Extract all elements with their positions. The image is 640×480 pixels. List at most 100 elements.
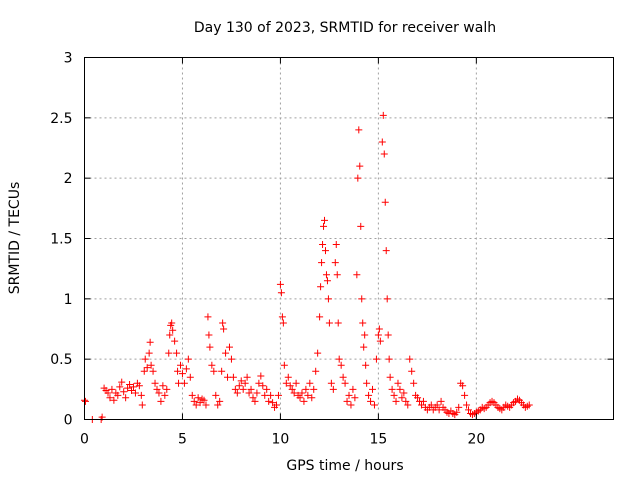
- data-point: [325, 319, 333, 327]
- data-point: [159, 382, 167, 390]
- data-point: [361, 331, 369, 339]
- x-tick-label: 20: [467, 432, 485, 448]
- data-point: [128, 387, 136, 395]
- data-point: [233, 389, 241, 397]
- data-point: [300, 397, 308, 405]
- data-point: [178, 370, 186, 378]
- data-point: [186, 373, 194, 381]
- data-point: [106, 394, 114, 402]
- data-point: [339, 373, 347, 381]
- data-point: [341, 379, 349, 387]
- data-point: [274, 391, 282, 399]
- data-point: [463, 401, 471, 409]
- data-point: [327, 379, 335, 387]
- x-tick-label: 15: [369, 432, 387, 448]
- data-point: [369, 385, 377, 393]
- data-point: [122, 394, 130, 402]
- data-point: [321, 216, 329, 224]
- data-point: [390, 391, 398, 399]
- data-point: [265, 397, 273, 405]
- data-point: [385, 355, 393, 363]
- data-point: [410, 379, 418, 387]
- data-point: [329, 385, 337, 393]
- data-point: [194, 394, 202, 402]
- data-point: [267, 391, 275, 399]
- data-point: [296, 394, 304, 402]
- data-point: [218, 367, 226, 375]
- x-tick-label: 0: [80, 432, 89, 448]
- data-point: [362, 361, 370, 369]
- data-point: [284, 373, 292, 381]
- data-point: [108, 385, 116, 393]
- data-point: [235, 382, 243, 390]
- grid-lines: [84, 57, 614, 420]
- data-point: [208, 361, 216, 369]
- data-point: [406, 355, 414, 363]
- data-point: [358, 295, 366, 303]
- data-point: [131, 389, 139, 397]
- data-point: [304, 391, 312, 399]
- data-point: [225, 343, 233, 351]
- data-point: [166, 331, 174, 339]
- plot-frame: [84, 57, 614, 420]
- data-point: [204, 313, 212, 321]
- data-point: [365, 391, 373, 399]
- data-point: [335, 355, 343, 363]
- data-point: [322, 271, 330, 279]
- data-point: [280, 361, 288, 369]
- data-point: [310, 385, 318, 393]
- data-point: [323, 277, 331, 285]
- data-point: [116, 383, 124, 391]
- data-point: [317, 283, 325, 291]
- data-point: [324, 295, 332, 303]
- data-point: [437, 397, 445, 405]
- y-tick-label: 0: [64, 413, 73, 429]
- data-point: [196, 399, 204, 407]
- data-point: [356, 162, 364, 170]
- x-axis-label: GPS time / hours: [286, 458, 403, 474]
- data-point: [168, 319, 176, 327]
- data-point: [145, 349, 153, 357]
- data-point: [308, 394, 316, 402]
- axis-ticks: [84, 57, 614, 420]
- data-point: [273, 401, 281, 409]
- data-point: [251, 397, 259, 405]
- data-point: [319, 241, 327, 249]
- data-point: [302, 385, 310, 393]
- data-point: [188, 391, 196, 399]
- data-point: [378, 138, 386, 146]
- y-tick-label: 2: [64, 171, 73, 187]
- data-point: [312, 367, 320, 375]
- data-point: [143, 364, 151, 372]
- data-point: [279, 319, 287, 327]
- data-point: [345, 391, 353, 399]
- data-point: [459, 382, 467, 390]
- y-tick-label: 1.5: [50, 232, 72, 248]
- data-point: [210, 367, 218, 375]
- data-point: [417, 401, 425, 409]
- data-point: [379, 111, 387, 119]
- data-point: [372, 355, 380, 363]
- data-point: [277, 289, 285, 297]
- data-point: [214, 401, 222, 409]
- data-point: [149, 367, 157, 375]
- data-point: [249, 394, 257, 402]
- data-point: [216, 397, 224, 405]
- data-point: [408, 367, 416, 375]
- data-point: [141, 355, 149, 363]
- y-tick-label: 3: [64, 51, 73, 67]
- data-point: [173, 349, 181, 357]
- data-point: [224, 373, 232, 381]
- data-point: [376, 337, 384, 345]
- data-point: [394, 379, 402, 387]
- data-point: [257, 372, 265, 380]
- data-point: [419, 397, 427, 405]
- tick-labels: 0 5 10 15 20 0 0.5 1 1.5 2 2.5 3: [50, 51, 485, 448]
- data-point: [155, 389, 163, 397]
- data-point: [184, 355, 192, 363]
- data-point: [220, 325, 228, 333]
- data-point: [241, 379, 249, 387]
- data-point: [153, 385, 161, 393]
- data-point: [414, 394, 422, 402]
- data-point: [465, 406, 473, 414]
